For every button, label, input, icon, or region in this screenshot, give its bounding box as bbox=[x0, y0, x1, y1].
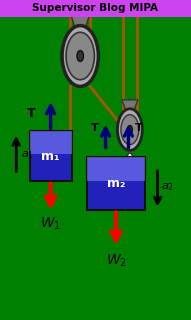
Text: Supervisor Blog MIPA: Supervisor Blog MIPA bbox=[32, 3, 159, 13]
Text: T: T bbox=[135, 123, 143, 133]
Polygon shape bbox=[122, 100, 138, 110]
Circle shape bbox=[77, 51, 83, 61]
Text: $a_1$: $a_1$ bbox=[21, 149, 34, 161]
FancyBboxPatch shape bbox=[30, 131, 72, 181]
FancyBboxPatch shape bbox=[87, 157, 145, 180]
FancyBboxPatch shape bbox=[0, 0, 191, 17]
Polygon shape bbox=[70, 11, 91, 27]
Text: m₂: m₂ bbox=[107, 177, 125, 190]
Circle shape bbox=[127, 153, 133, 162]
FancyBboxPatch shape bbox=[30, 131, 72, 154]
Text: m₁: m₁ bbox=[41, 149, 60, 163]
Text: T: T bbox=[27, 107, 36, 120]
FancyBboxPatch shape bbox=[87, 157, 145, 210]
Text: $a_2$: $a_2$ bbox=[161, 181, 174, 193]
Circle shape bbox=[117, 109, 142, 150]
Circle shape bbox=[121, 115, 139, 145]
Text: $W_1$: $W_1$ bbox=[40, 216, 61, 232]
Circle shape bbox=[66, 32, 94, 80]
Circle shape bbox=[127, 125, 132, 134]
Text: T: T bbox=[91, 123, 99, 133]
Circle shape bbox=[62, 26, 98, 86]
Text: $W_2$: $W_2$ bbox=[106, 252, 126, 269]
